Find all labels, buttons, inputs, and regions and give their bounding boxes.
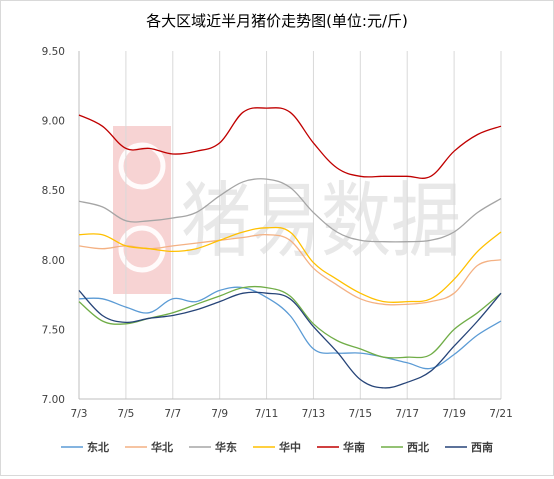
watermark-text: 猪易数据 <box>181 174 461 269</box>
series-line <box>78 226 502 304</box>
legend-label: 西南 <box>471 440 493 454</box>
x-tick-label: 7/19 <box>442 408 466 420</box>
x-tick-label: 7/7 <box>164 408 181 420</box>
series-line <box>78 107 502 179</box>
series-line <box>78 286 502 370</box>
y-tick-label: 9.50 <box>42 46 65 58</box>
series-lines <box>78 107 502 389</box>
x-tick-label: 7/9 <box>211 408 228 420</box>
axes: 7.00 7.50 8.00 8.50 9.00 9.50 7/3 7/5 7/7 7/9 7/11… <box>42 46 513 420</box>
y-tick-label: 7.00 <box>42 394 65 406</box>
legend-label: 华中 <box>279 440 301 454</box>
legend-label: 华北 <box>151 440 173 454</box>
series-line <box>78 285 502 359</box>
watermark: 猪易数据 <box>113 126 461 294</box>
x-tick-label: 7/15 <box>349 408 373 420</box>
series-line <box>78 178 502 243</box>
series-line <box>78 289 502 389</box>
legend-label: 华南 <box>343 440 365 454</box>
x-tick-label: 7/17 <box>395 408 419 420</box>
x-tick-label: 7/3 <box>71 408 88 420</box>
watermark-logo-ring <box>118 142 166 190</box>
legend: 东北 华北 华东 华中 华南 西北 西南 <box>61 440 493 454</box>
y-tick-label: 7.50 <box>42 324 65 336</box>
legend-label: 华东 <box>215 440 237 454</box>
y-tick-label: 9.00 <box>42 116 65 128</box>
x-tick-label: 7/5 <box>117 408 134 420</box>
vertical-gridlines <box>78 51 502 399</box>
legend-label: 西北 <box>407 440 429 454</box>
y-tick-label: 8.50 <box>42 185 65 197</box>
chart-title: 各大区域近半月猪价走势图(单位:元/斤) <box>146 12 408 30</box>
x-tick-label: 7/13 <box>302 408 326 420</box>
x-tick-label: 7/21 <box>489 408 513 420</box>
x-tick-label: 7/11 <box>255 408 279 420</box>
watermark-logo-ring-lower <box>118 225 166 273</box>
legend-label: 东北 <box>87 440 109 454</box>
y-tick-label: 8.00 <box>42 255 65 267</box>
